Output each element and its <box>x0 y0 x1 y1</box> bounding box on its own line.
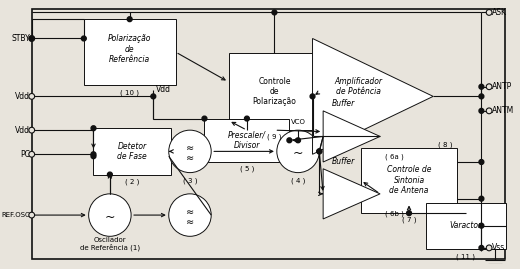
Circle shape <box>169 130 211 173</box>
Circle shape <box>272 10 277 15</box>
Text: Prescaler/
Divisor: Prescaler/ Divisor <box>228 130 266 150</box>
Circle shape <box>29 212 35 218</box>
Text: Detetor
de Fase: Detetor de Fase <box>117 142 147 161</box>
Circle shape <box>310 94 315 99</box>
Text: Amplificador
de Potência: Amplificador de Potência <box>334 77 382 96</box>
Circle shape <box>479 108 484 113</box>
Circle shape <box>479 160 484 164</box>
Circle shape <box>479 94 484 99</box>
Circle shape <box>317 149 322 154</box>
Bar <box>426 203 505 249</box>
Polygon shape <box>323 169 380 219</box>
Circle shape <box>127 17 132 22</box>
Circle shape <box>29 36 35 41</box>
Text: PC: PC <box>20 150 30 159</box>
Circle shape <box>29 127 35 133</box>
Text: ( 7 ): ( 7 ) <box>402 217 417 223</box>
Text: Varactor: Varactor <box>450 221 482 230</box>
Circle shape <box>287 138 292 143</box>
Circle shape <box>91 154 96 159</box>
Text: ( 9 ): ( 9 ) <box>267 134 282 140</box>
Circle shape <box>169 194 211 236</box>
Polygon shape <box>313 38 433 154</box>
Text: ≈: ≈ <box>186 153 194 163</box>
Text: Controle de
Sintonia
de Antena: Controle de Sintonia de Antena <box>387 165 431 195</box>
Text: VCO: VCO <box>291 119 305 125</box>
Text: ( 10 ): ( 10 ) <box>120 89 139 96</box>
Text: ANTM: ANTM <box>492 106 514 115</box>
Text: Polarização
de
Referência: Polarização de Referência <box>108 34 151 64</box>
Text: REF.OSC: REF.OSC <box>1 212 30 218</box>
Text: ( 6a ): ( 6a ) <box>385 154 404 160</box>
Text: ( 5 ): ( 5 ) <box>240 165 254 172</box>
Text: ~: ~ <box>293 147 303 160</box>
Circle shape <box>486 9 492 15</box>
Text: ( 11 ): ( 11 ) <box>457 253 475 260</box>
Circle shape <box>151 94 155 99</box>
Text: ( 2 ): ( 2 ) <box>125 178 139 185</box>
Circle shape <box>108 172 112 177</box>
Text: ≈: ≈ <box>186 143 194 154</box>
Text: ( 4 ): ( 4 ) <box>291 177 305 183</box>
Text: ( 6b ): ( 6b ) <box>385 211 404 217</box>
Circle shape <box>82 36 86 41</box>
Circle shape <box>486 108 492 114</box>
Text: ASK: ASK <box>492 8 507 17</box>
Bar <box>94 128 171 175</box>
Text: ≈: ≈ <box>186 217 194 227</box>
Bar <box>229 53 320 130</box>
Circle shape <box>202 116 207 121</box>
Circle shape <box>91 152 96 157</box>
Circle shape <box>407 211 411 215</box>
Circle shape <box>244 116 249 121</box>
Circle shape <box>479 196 484 201</box>
Text: Oscilador
de Referência (1): Oscilador de Referência (1) <box>80 237 140 251</box>
Circle shape <box>296 138 301 143</box>
Text: ~: ~ <box>105 211 115 224</box>
Text: ANTP: ANTP <box>492 82 512 91</box>
Text: Buffer: Buffer <box>332 99 356 108</box>
Circle shape <box>88 194 131 236</box>
Polygon shape <box>323 111 380 162</box>
Bar <box>361 147 457 213</box>
Circle shape <box>317 149 322 154</box>
Bar <box>84 19 176 85</box>
Circle shape <box>479 84 484 89</box>
Text: ( 8 ): ( 8 ) <box>438 141 452 148</box>
Text: STBY: STBY <box>11 34 30 43</box>
Text: Vss: Vss <box>492 243 505 252</box>
Circle shape <box>479 246 484 250</box>
Text: Vdd: Vdd <box>15 126 30 135</box>
Text: ( 3 ): ( 3 ) <box>183 177 197 183</box>
Circle shape <box>486 84 492 90</box>
Circle shape <box>29 36 34 41</box>
Circle shape <box>91 126 96 131</box>
Circle shape <box>486 245 492 251</box>
Text: Buffer: Buffer <box>332 157 356 165</box>
Text: ≈: ≈ <box>186 207 194 217</box>
Circle shape <box>29 151 35 157</box>
Bar <box>204 119 289 162</box>
Text: Vdd: Vdd <box>15 92 30 101</box>
Text: Controle
de
Polarização: Controle de Polarização <box>253 77 296 107</box>
Circle shape <box>479 223 484 228</box>
Circle shape <box>29 94 35 99</box>
Circle shape <box>277 130 319 173</box>
Text: Vdd: Vdd <box>155 85 171 94</box>
